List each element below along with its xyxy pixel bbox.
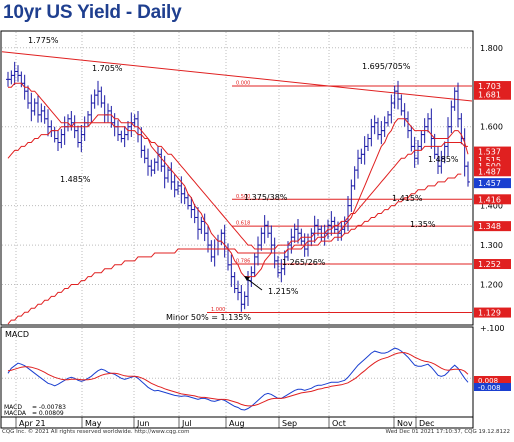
price-annotation: 1.705% [92,64,123,73]
annotation-arrow [245,277,263,291]
price-annotation: 1.265/26% [282,258,326,267]
price-tag-label: 1.681 [478,91,501,100]
x-axis-tick-label: Dec [419,419,434,428]
price-tag-label: 1.252 [478,260,501,269]
x-axis-tick-label: Sep [282,419,297,428]
macd-tag-label: 0.008 [478,377,498,385]
price-tag-box [474,161,511,172]
x-axis-tick-label: Nov [397,419,413,428]
price-tag-box [474,81,511,92]
macd-tag-box [474,376,511,384]
price-tag-box [474,307,511,318]
macd-tag-label: -0.008 [478,384,501,392]
fibonacci-level-label: 0.500 [236,194,250,200]
macd-legend-name: MACD [4,404,22,411]
macd-panel-frame [0,326,474,418]
footer-timestamp: Wed Dec 01 2021 17:10:37, CQG 19.12.8122 [385,429,511,435]
macd-series-line-macda [7,352,469,407]
price-tag-box [474,178,511,189]
x-axis-tick-label: May [85,419,102,428]
macd-tag-box [474,383,511,391]
price-tag-label: 1.703 [478,82,501,91]
price-y-tick-label: 1.800 [480,44,503,53]
moving-average-xlong-line [7,173,462,325]
price-annotation: 1.215% [268,287,299,296]
price-tag-label: 1.487 [478,167,501,176]
price-y-tick-label: 1.300 [480,241,503,250]
price-y-tick-label: 1.600 [480,123,503,132]
price-tag-label: 1.348 [478,222,501,231]
price-annotation: 1.415% [392,194,423,203]
macd-legend-name: MACDA [4,410,27,417]
price-panel-frame [0,30,474,326]
price-tag-box [474,259,511,270]
fibonacci-level-label: 0.786 [236,259,250,265]
macd-y-tick-label: +.100 [480,324,505,333]
fibonacci-level-label: 1.000 [211,307,225,313]
price-annotation: 1.695/705% [362,62,411,71]
fibonacci-level-label: 0.618 [236,221,250,227]
macd-panel-title: MACD [5,330,29,339]
price-tag-box [474,155,511,166]
price-annotation: 1.35% [410,220,436,229]
x-axis-tick-label: Jul [181,419,192,428]
price-tag-box [474,89,511,100]
price-tag-label: 1.457 [478,179,501,188]
price-tag-box [474,166,511,177]
price-y-tick-label: 1.200 [480,281,503,290]
x-axis-tick-label: Aug [229,419,245,428]
x-axis-tick-label: Oct [332,419,346,428]
price-tag-label: 1.416 [478,195,501,204]
footer-copyright: CQG Inc. © 2021 All rights reserved worl… [2,429,190,435]
chart-title: 10yr US Yield - Daily [3,2,182,23]
price-annotation: 1.485% [428,155,459,164]
x-axis-tick-label: Jun [136,419,150,428]
price-annotation: 1.775% [28,36,59,45]
price-annotation: 1.375/38% [244,193,288,202]
price-tag-label: 1.537 [478,148,501,157]
axis-strip [0,416,474,429]
macd-legend-value: = 0.00809 [32,410,64,417]
macd-legend-value: = -0.00783 [32,404,66,411]
downward-trendline [1,51,473,102]
price-tag-label: 1.515 [478,156,501,165]
price-tag-box [474,146,511,157]
moving-average-short-line [8,82,469,278]
price-annotation: Minor 50% = 1.135% [166,313,251,322]
price-tag-label: 1.129 [478,309,501,318]
annotation-arrow-head [244,276,250,281]
price-annotation: 1.485% [60,175,91,184]
price-tag-box [474,221,511,232]
moving-average-long-line [7,122,468,250]
x-axis-tick-label: Apr 21 [19,419,46,428]
price-y-tick-label: 1.400 [480,202,503,211]
price-tag-box [474,194,511,205]
fibonacci-level-label: 0.000 [236,81,250,87]
